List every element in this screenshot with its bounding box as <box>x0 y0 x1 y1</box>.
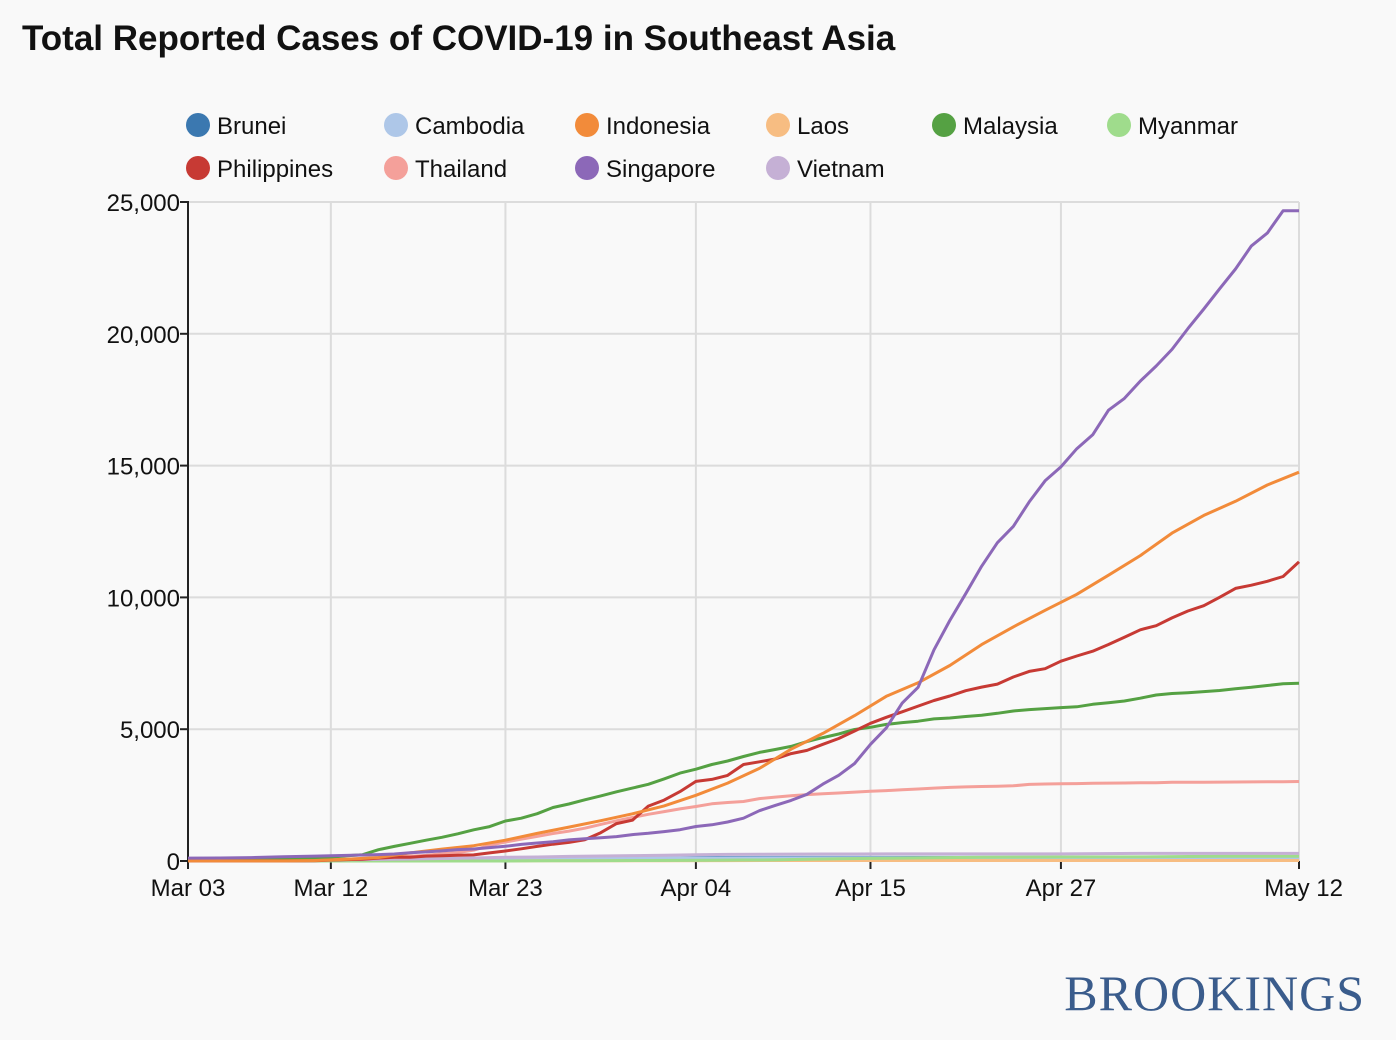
chart-title: Total Reported Cases of COVID-19 in Sout… <box>22 19 896 58</box>
series-lines <box>187 209 1301 863</box>
x-tick-label: Apr 27 <box>1026 875 1097 902</box>
legend-item-cambodia[interactable]: Cambodia <box>384 113 525 140</box>
legend-swatch-cambodia <box>384 113 408 137</box>
legend-label-cambodia: Cambodia <box>415 113 525 140</box>
legend-label-malaysia: Malaysia <box>963 113 1058 140</box>
legend-swatch-malaysia <box>932 113 956 137</box>
y-tick-label: 0 <box>167 849 180 876</box>
legend-label-thailand: Thailand <box>415 156 507 183</box>
y-tick-label: 25,000 <box>107 190 180 217</box>
legend-swatch-philippines <box>186 156 210 180</box>
series-line-singapore <box>187 209 1299 860</box>
axes: 0 5,000 10,000 15,000 20,000 25,000 Mar 03 Mar … <box>107 190 1343 902</box>
x-tick-label: Apr 04 <box>661 875 732 902</box>
brookings-logo: BROOKINGS <box>1064 965 1365 1021</box>
legend-swatch-thailand <box>384 156 408 180</box>
y-tick-label: 20,000 <box>107 322 180 349</box>
legend-item-philippines[interactable]: Philippines <box>186 156 333 183</box>
legend-label-laos: Laos <box>797 113 849 140</box>
legend-item-brunei[interactable]: Brunei <box>186 113 286 140</box>
legend-item-thailand[interactable]: Thailand <box>384 156 507 183</box>
legend-label-brunei: Brunei <box>217 113 286 140</box>
series-line-thailand <box>187 780 1300 862</box>
legend-swatch-myanmar <box>1107 113 1131 137</box>
y-tick-label: 15,000 <box>107 454 180 481</box>
legend-item-malaysia[interactable]: Malaysia <box>932 113 1058 140</box>
legend: Brunei Cambodia Indonesia Laos Malaysia Myanm… <box>186 113 1238 183</box>
x-tick-label: Mar 03 <box>151 875 226 902</box>
x-tick-label: Mar 12 <box>293 875 368 902</box>
legend-label-indonesia: Indonesia <box>606 113 711 140</box>
legend-label-vietnam: Vietnam <box>797 156 885 183</box>
x-tick-label: May 12 <box>1264 875 1343 902</box>
series-line-malaysia <box>188 681 1300 862</box>
series-line-myanmar <box>188 854 1299 863</box>
y-tick-label: 10,000 <box>107 585 180 612</box>
y-tick-label: 5,000 <box>120 717 180 744</box>
legend-label-philippines: Philippines <box>217 156 333 183</box>
legend-item-singapore[interactable]: Singapore <box>575 156 715 183</box>
legend-item-vietnam[interactable]: Vietnam <box>766 156 885 183</box>
legend-swatch-brunei <box>186 113 210 137</box>
legend-swatch-laos <box>766 113 790 137</box>
legend-label-singapore: Singapore <box>606 156 715 183</box>
grid-lines <box>187 201 1300 861</box>
x-tick-label: Apr 15 <box>835 875 906 902</box>
legend-item-myanmar[interactable]: Myanmar <box>1107 113 1238 140</box>
x-tick-label: Mar 23 <box>468 875 543 902</box>
series-line-philippines <box>188 560 1301 863</box>
legend-item-indonesia[interactable]: Indonesia <box>575 113 711 140</box>
legend-label-myanmar: Myanmar <box>1138 113 1238 140</box>
legend-swatch-vietnam <box>766 156 790 180</box>
legend-swatch-indonesia <box>575 113 599 137</box>
legend-swatch-singapore <box>575 156 599 180</box>
legend-item-laos[interactable]: Laos <box>766 113 849 140</box>
